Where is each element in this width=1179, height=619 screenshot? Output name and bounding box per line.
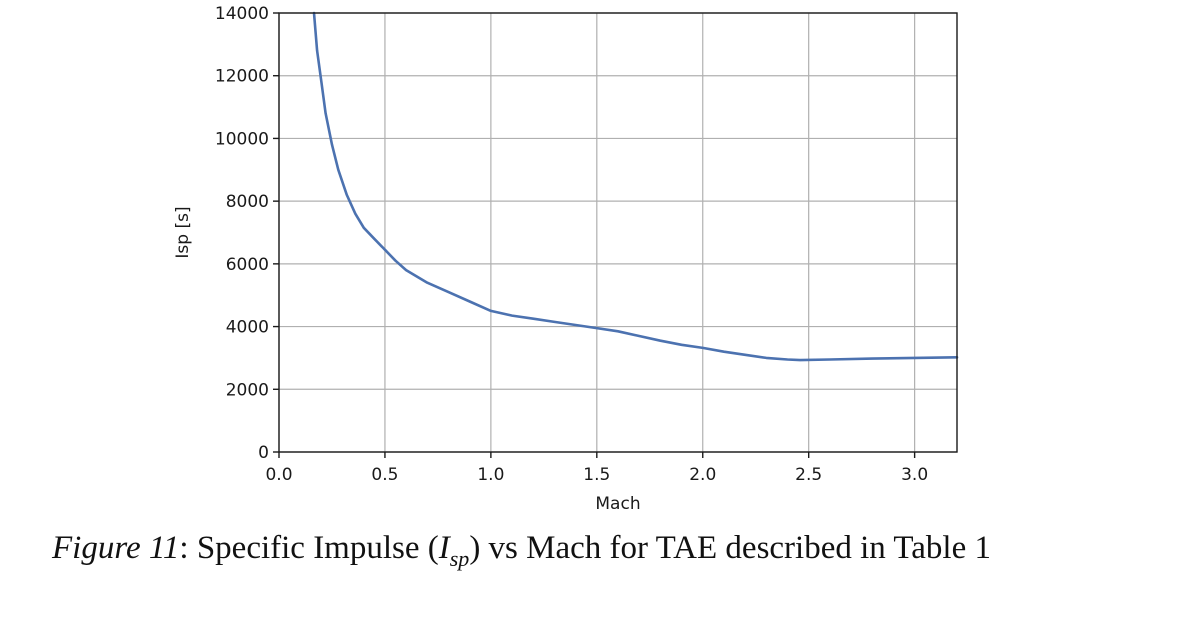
y-axis-title: Isp [s] [173,206,193,258]
figure-label: Figure 11 [52,530,180,566]
x-tick-label: 3.0 [901,465,928,485]
y-tick-label: 6000 [226,255,269,275]
caption-symbol-subscript: sp [449,546,470,571]
y-tick-label: 4000 [226,318,269,338]
x-tick-label: 0.5 [371,465,398,485]
x-tick-label: 2.5 [795,465,822,485]
y-tick-label: 8000 [226,192,269,212]
caption-symbol: I [438,530,450,566]
y-tick-label: 0 [258,443,269,463]
grid [278,12,957,453]
y-tick-label: 12000 [215,67,269,87]
x-axis-title: Mach [595,494,640,514]
figure-caption: Figure 11: Specific Impulse (Isp) vs Mac… [52,530,991,570]
axis-ticks: 0.0 0.5 1.0 1.5 2.0 2.5 3.0 0 2000 4000 6000 8000 10… [215,4,928,485]
x-tick-label: 0.0 [265,465,292,485]
x-tick-label: 2.0 [689,465,716,485]
caption-text-after: ) vs Mach for TAE described in Table 1 [469,530,991,566]
x-tick-label: 1.0 [477,465,504,485]
y-tick-label: 2000 [226,380,269,400]
caption-text-before: : Specific Impulse ( [179,530,439,566]
y-tick-label: 14000 [215,4,269,24]
y-tick-label: 10000 [215,129,269,149]
axes-frame [278,12,958,453]
isp-vs-mach-chart: 0.0 0.5 1.0 1.5 2.0 2.5 3.0 0 2000 4000 6000 8000 10… [173,4,959,514]
isp-series-line [312,11,959,362]
x-tick-label: 1.5 [583,465,610,485]
